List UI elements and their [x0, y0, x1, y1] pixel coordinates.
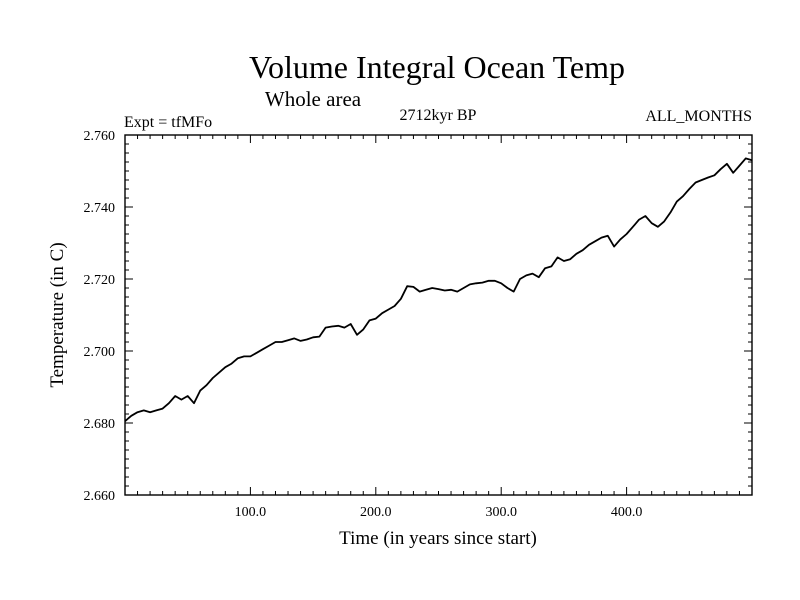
y-tick-label: 2.680: [84, 417, 116, 432]
y-axis-label: Temperature (in C): [47, 242, 68, 387]
y-axis-ticks: [125, 143, 752, 487]
plot-frame: [124, 134, 753, 496]
chart-subtitle: Whole area: [265, 87, 362, 111]
chart-title: Volume Integral Ocean Temp: [249, 49, 625, 85]
x-axis-ticks: [137, 135, 740, 495]
x-tick-label: 300.0: [485, 505, 517, 520]
period-label: 2712kyr BP: [400, 107, 477, 124]
x-tick-label: 200.0: [360, 505, 392, 520]
temperature-series-line: [124, 157, 753, 422]
x-axis-label: Time (in years since start): [339, 528, 537, 549]
expt-label: Expt = tfMFo: [124, 114, 212, 131]
y-tick-label: 2.760: [84, 129, 116, 144]
months-label: ALL_MONTHS: [645, 108, 752, 125]
y-tick-label: 2.740: [84, 201, 116, 216]
y-tick-label: 2.660: [84, 489, 116, 504]
x-tick-label: 400.0: [611, 505, 643, 520]
x-tick-label: 100.0: [235, 505, 267, 520]
x-axis-tick-labels: 100.0 200.0 300.0 400.0: [235, 505, 643, 520]
y-tick-label: 2.720: [84, 273, 116, 288]
y-tick-label: 2.700: [84, 345, 116, 360]
y-axis-tick-labels: 2.660 2.680 2.700 2.720 2.740 2.760: [84, 129, 116, 504]
